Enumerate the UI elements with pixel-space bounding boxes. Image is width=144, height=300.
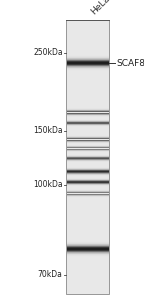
Bar [66, 20, 109, 294]
Bar [67, 72, 109, 73]
Bar [67, 53, 109, 54]
Bar [67, 251, 109, 252]
Bar [67, 57, 109, 58]
Bar [67, 240, 109, 241]
Bar [67, 242, 109, 243]
Text: SCAF8: SCAF8 [117, 58, 144, 68]
Bar [67, 58, 109, 59]
Bar [67, 257, 109, 258]
Bar [67, 52, 109, 53]
Bar [67, 74, 109, 75]
Bar [67, 253, 109, 254]
Bar [67, 59, 109, 60]
Bar [67, 256, 109, 257]
Bar [67, 54, 109, 55]
Bar [67, 243, 109, 244]
Bar [67, 248, 109, 249]
Bar [67, 61, 109, 62]
Bar [67, 62, 109, 63]
Bar [67, 254, 109, 255]
Bar [67, 249, 109, 250]
Bar [67, 239, 109, 240]
Bar [67, 66, 109, 67]
Bar [67, 71, 109, 72]
Bar [67, 247, 109, 248]
Bar [67, 56, 109, 57]
Bar [67, 238, 109, 239]
Text: 250kDa: 250kDa [33, 48, 63, 57]
Bar [67, 241, 109, 242]
Bar [67, 65, 109, 66]
Bar [67, 258, 109, 259]
Bar [67, 64, 109, 65]
Bar [67, 238, 109, 239]
Bar [67, 252, 109, 253]
Bar [67, 68, 109, 69]
Bar [67, 70, 109, 71]
Bar [67, 237, 109, 238]
Bar [67, 246, 109, 247]
Bar [67, 60, 109, 61]
Bar [67, 255, 109, 256]
Bar [67, 260, 109, 261]
Bar [67, 245, 109, 246]
Bar [67, 259, 109, 260]
Bar [67, 51, 109, 52]
Bar [67, 244, 109, 245]
Bar [67, 73, 109, 74]
Text: 150kDa: 150kDa [33, 126, 63, 135]
Bar [67, 63, 109, 64]
Text: 100kDa: 100kDa [33, 180, 63, 189]
Bar [67, 250, 109, 251]
Bar [67, 69, 109, 70]
Text: 70kDa: 70kDa [38, 270, 63, 279]
Text: HeLa: HeLa [89, 0, 112, 16]
Bar [67, 67, 109, 68]
Bar [67, 55, 109, 56]
